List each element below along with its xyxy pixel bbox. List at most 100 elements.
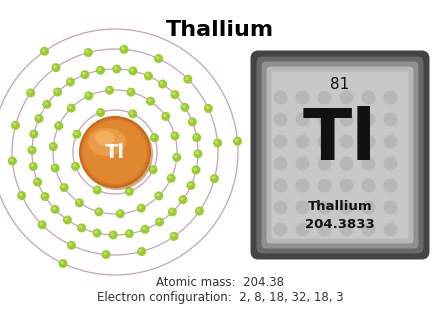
Circle shape	[98, 68, 101, 71]
Circle shape	[172, 153, 181, 162]
Circle shape	[213, 139, 222, 148]
Circle shape	[128, 109, 137, 118]
Circle shape	[125, 229, 134, 238]
Circle shape	[274, 91, 287, 105]
Circle shape	[110, 232, 114, 236]
Circle shape	[142, 227, 146, 230]
Circle shape	[318, 113, 331, 126]
Circle shape	[51, 63, 60, 72]
Circle shape	[127, 189, 130, 192]
Circle shape	[146, 73, 149, 77]
Circle shape	[170, 132, 180, 140]
Circle shape	[146, 97, 155, 106]
Circle shape	[190, 119, 193, 123]
Circle shape	[182, 105, 186, 108]
Circle shape	[96, 209, 100, 213]
Circle shape	[68, 105, 72, 109]
Circle shape	[340, 134, 353, 148]
Circle shape	[53, 65, 57, 68]
Circle shape	[127, 88, 136, 97]
Circle shape	[85, 50, 89, 53]
Circle shape	[95, 187, 98, 191]
Circle shape	[183, 75, 192, 84]
Circle shape	[51, 144, 54, 148]
FancyBboxPatch shape	[257, 57, 423, 253]
Circle shape	[60, 183, 69, 192]
Circle shape	[362, 201, 375, 214]
Circle shape	[167, 174, 176, 183]
Circle shape	[65, 217, 68, 221]
Circle shape	[296, 201, 309, 214]
Text: Tl: Tl	[105, 142, 125, 162]
Circle shape	[340, 156, 353, 171]
Circle shape	[274, 156, 287, 171]
Circle shape	[296, 222, 309, 236]
Circle shape	[384, 179, 397, 193]
Circle shape	[28, 90, 31, 94]
Circle shape	[362, 179, 375, 193]
Circle shape	[172, 133, 176, 137]
Circle shape	[105, 86, 114, 95]
Ellipse shape	[95, 131, 115, 145]
Circle shape	[125, 187, 134, 196]
Circle shape	[81, 118, 149, 186]
Circle shape	[55, 89, 59, 93]
Circle shape	[116, 209, 125, 218]
Circle shape	[215, 140, 218, 144]
Circle shape	[75, 198, 84, 207]
Circle shape	[205, 106, 209, 109]
Circle shape	[127, 231, 130, 235]
Circle shape	[204, 104, 213, 113]
Circle shape	[33, 178, 42, 187]
Circle shape	[68, 79, 71, 83]
Circle shape	[74, 132, 78, 135]
Circle shape	[172, 92, 176, 95]
Circle shape	[233, 137, 242, 146]
Circle shape	[42, 194, 46, 197]
Circle shape	[30, 164, 34, 167]
Circle shape	[29, 162, 38, 171]
FancyBboxPatch shape	[250, 51, 429, 260]
Circle shape	[11, 121, 20, 130]
Circle shape	[52, 207, 56, 210]
Circle shape	[128, 67, 137, 76]
Circle shape	[93, 186, 102, 195]
Circle shape	[96, 66, 105, 75]
Circle shape	[148, 99, 151, 102]
Circle shape	[169, 175, 172, 179]
Circle shape	[137, 247, 146, 256]
Circle shape	[210, 174, 219, 183]
Text: Electron configuration:  2, 8, 18, 32, 18, 3: Electron configuration: 2, 8, 18, 32, 18…	[97, 292, 343, 305]
Circle shape	[69, 243, 72, 246]
Circle shape	[384, 201, 397, 214]
Circle shape	[194, 149, 202, 158]
Circle shape	[92, 228, 102, 237]
Circle shape	[19, 193, 22, 196]
Circle shape	[137, 204, 146, 213]
Circle shape	[150, 133, 159, 142]
Circle shape	[117, 211, 121, 215]
Circle shape	[296, 113, 309, 126]
Circle shape	[174, 155, 178, 158]
Circle shape	[384, 134, 397, 148]
Circle shape	[88, 148, 98, 156]
Circle shape	[163, 114, 167, 117]
Circle shape	[180, 197, 184, 200]
Circle shape	[161, 112, 170, 121]
Circle shape	[296, 156, 309, 171]
Circle shape	[36, 116, 40, 119]
Circle shape	[362, 113, 375, 126]
Circle shape	[120, 45, 128, 54]
Circle shape	[212, 176, 215, 180]
Circle shape	[102, 250, 110, 259]
Circle shape	[180, 103, 190, 112]
Text: Atomic mass:  204.38: Atomic mass: 204.38	[156, 276, 284, 289]
Circle shape	[340, 201, 353, 214]
Circle shape	[43, 100, 51, 109]
Circle shape	[139, 249, 143, 252]
Circle shape	[362, 134, 375, 148]
Circle shape	[168, 207, 177, 216]
Circle shape	[296, 134, 309, 148]
Circle shape	[296, 179, 309, 193]
Circle shape	[188, 183, 192, 186]
